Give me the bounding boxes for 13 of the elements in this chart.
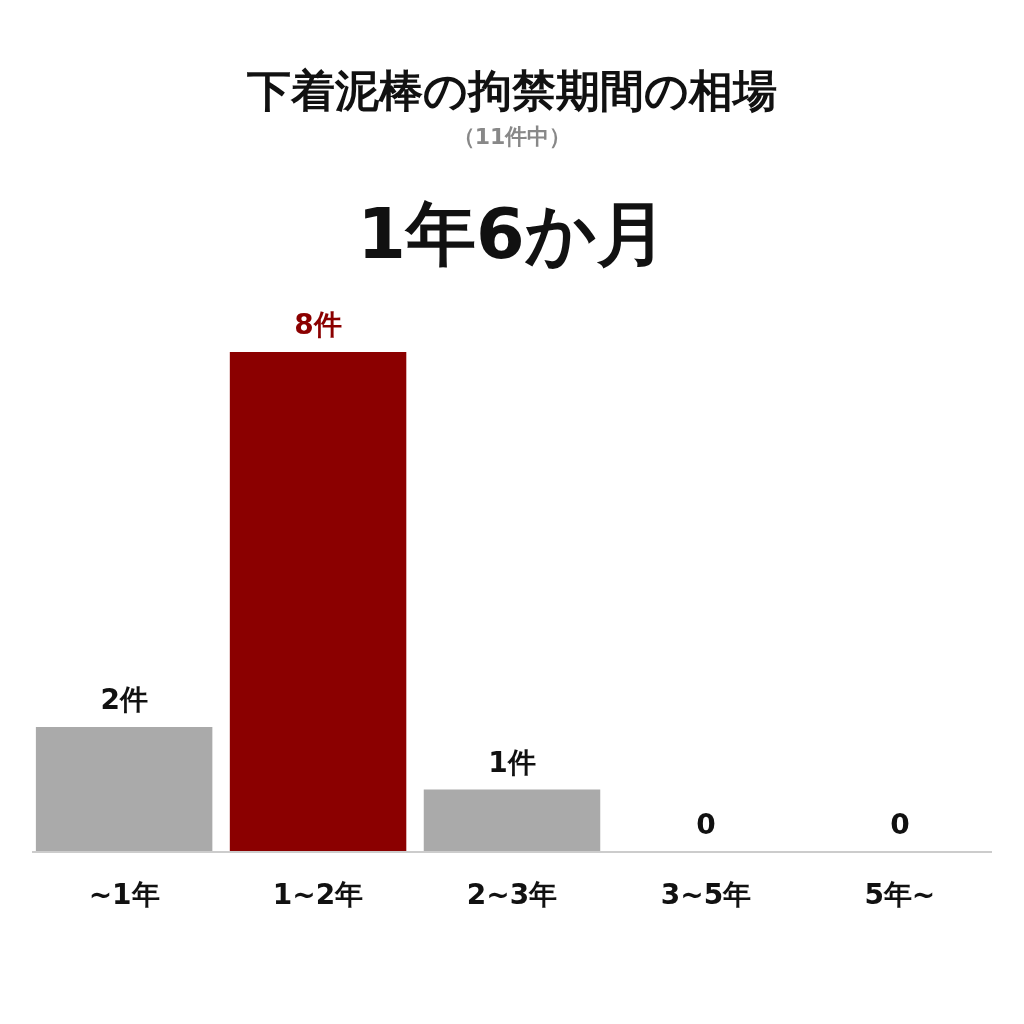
x-tick-label: ~1年 [88,878,160,911]
data-label: 8件 [294,308,342,341]
text: 1年6か月 [357,193,667,275]
data-label: 1件 [488,745,536,779]
x-tick-label: 1~2年 [272,878,364,911]
chart-subtitle: （11件中） [452,124,572,149]
x-tick-label: 5年~ [864,878,936,911]
data-label: 2件 [100,683,148,716]
data-label: 0 [890,808,910,841]
x-tick-label: 2~3年 [466,878,558,911]
data-label: 0 [696,808,716,841]
x-tick-label: 3~5年 [660,878,752,911]
chart-title: 下着泥棒の拘禁期間の相場 [247,65,777,116]
